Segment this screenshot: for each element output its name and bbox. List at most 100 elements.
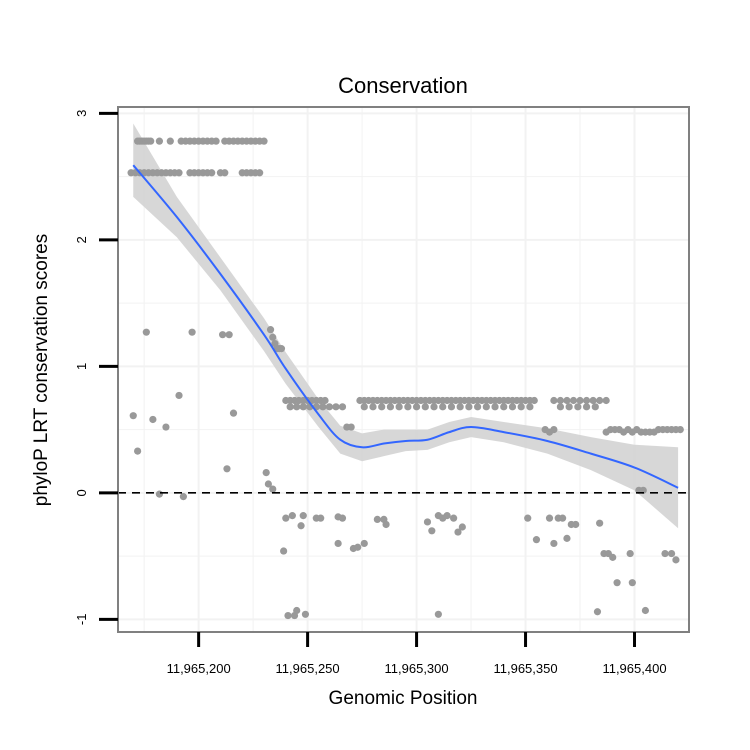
data-point bbox=[500, 403, 508, 411]
data-point bbox=[596, 519, 604, 527]
data-point bbox=[550, 539, 558, 548]
data-point bbox=[280, 547, 288, 555]
data-point bbox=[188, 328, 196, 336]
data-point bbox=[282, 514, 290, 522]
data-point bbox=[550, 425, 558, 434]
data-point bbox=[626, 549, 634, 558]
data-point bbox=[166, 137, 174, 145]
data-point bbox=[386, 403, 395, 411]
data-point bbox=[563, 534, 571, 542]
x-tick-label: 11,965,300 bbox=[385, 661, 449, 676]
data-point bbox=[473, 403, 482, 411]
data-point bbox=[508, 403, 517, 411]
data-point bbox=[458, 523, 466, 531]
data-point bbox=[434, 610, 442, 618]
data-point bbox=[269, 485, 277, 493]
data-point bbox=[256, 169, 264, 177]
x-tick-label: 11,965,250 bbox=[276, 661, 340, 676]
data-point bbox=[301, 610, 310, 618]
data-point bbox=[219, 331, 227, 339]
data-point bbox=[179, 493, 187, 501]
data-point bbox=[369, 403, 377, 411]
data-point bbox=[382, 520, 390, 529]
data-point bbox=[661, 549, 669, 558]
data-point bbox=[277, 345, 286, 353]
data-point bbox=[129, 412, 137, 420]
data-point bbox=[556, 396, 565, 405]
data-point bbox=[155, 490, 164, 498]
smooth-fit-line bbox=[132, 164, 679, 489]
data-point bbox=[565, 403, 573, 411]
data-point bbox=[299, 403, 307, 411]
data-point bbox=[556, 403, 565, 411]
data-point bbox=[284, 611, 292, 620]
data-point bbox=[297, 522, 305, 530]
data-point bbox=[589, 396, 597, 405]
confidence-band bbox=[133, 123, 679, 529]
data-point bbox=[299, 512, 307, 520]
data-point bbox=[676, 425, 684, 434]
data-point bbox=[582, 396, 591, 405]
data-point bbox=[288, 512, 296, 520]
data-point bbox=[147, 137, 155, 145]
data-point bbox=[264, 480, 272, 488]
data-point bbox=[229, 409, 238, 417]
data-point bbox=[574, 403, 582, 411]
x-tick-label: 11,965,400 bbox=[602, 661, 666, 676]
data-point bbox=[576, 396, 584, 405]
data-point bbox=[347, 423, 355, 431]
data-point bbox=[517, 403, 525, 411]
data-point bbox=[212, 137, 220, 145]
data-point bbox=[526, 403, 534, 411]
data-point bbox=[319, 403, 327, 411]
x-tick-label: 11,965,200 bbox=[167, 661, 231, 676]
plot-panel-border bbox=[117, 106, 690, 633]
data-point bbox=[338, 403, 347, 411]
data-point bbox=[360, 403, 368, 411]
data-point bbox=[428, 527, 436, 535]
chart-title: Conservation bbox=[338, 73, 468, 98]
confidence-band-layer bbox=[133, 123, 679, 529]
data-point bbox=[430, 403, 438, 411]
data-point bbox=[404, 403, 412, 411]
data-point bbox=[360, 539, 368, 548]
x-tick-label: 11,965,350 bbox=[493, 661, 557, 676]
data-point bbox=[266, 326, 275, 334]
data-point bbox=[175, 169, 183, 177]
data-point bbox=[208, 169, 216, 177]
data-point bbox=[223, 465, 231, 473]
data-point bbox=[439, 403, 447, 411]
data-point bbox=[550, 396, 558, 405]
y-tick-label: 1 bbox=[74, 363, 89, 370]
data-point bbox=[613, 579, 621, 587]
data-point bbox=[672, 556, 680, 564]
data-point bbox=[572, 520, 580, 529]
data-point bbox=[602, 396, 610, 405]
data-point bbox=[293, 606, 301, 615]
data-point bbox=[563, 396, 571, 405]
data-point bbox=[260, 137, 268, 145]
data-point bbox=[609, 553, 617, 561]
data-point bbox=[524, 514, 532, 522]
y-tick-label: -1 bbox=[74, 614, 89, 626]
data-point bbox=[558, 514, 567, 522]
smooth-line-layer bbox=[132, 164, 679, 489]
data-point bbox=[142, 328, 150, 336]
y-axis-title: phyloP LRT conservation scores bbox=[31, 234, 52, 507]
data-point bbox=[395, 403, 403, 411]
data-point bbox=[596, 396, 604, 405]
data-point bbox=[532, 536, 541, 544]
points-layer bbox=[127, 137, 684, 620]
data-point bbox=[225, 331, 233, 339]
data-point bbox=[412, 403, 421, 411]
data-point bbox=[354, 543, 362, 551]
y-tick-label: 3 bbox=[74, 110, 89, 117]
data-point bbox=[373, 515, 381, 524]
axes-layer: 11,965,200 11,965,250 11,965,300 11,965,350… bbox=[74, 110, 667, 676]
data-point bbox=[530, 396, 538, 405]
data-point bbox=[317, 514, 325, 522]
data-point bbox=[443, 512, 451, 520]
data-point bbox=[338, 514, 347, 522]
